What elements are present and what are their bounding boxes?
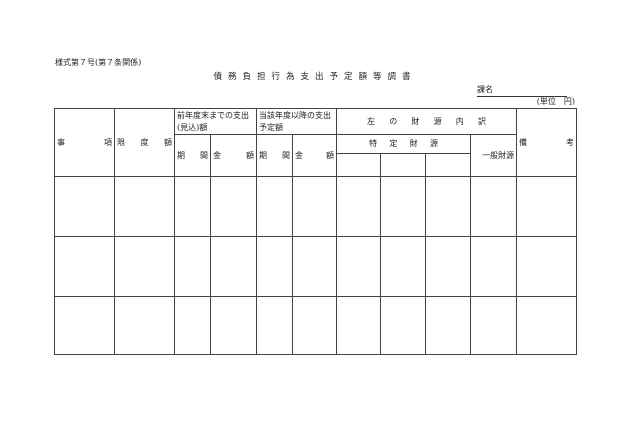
header-prior-expenditure: 前年度末までの支出(見込)額 xyxy=(174,108,257,135)
table-row xyxy=(54,176,577,237)
section-name-field[interactable]: 課名 xyxy=(477,84,567,97)
header-funding-breakdown: 左の財源内訳 xyxy=(336,108,517,135)
expenditure-table: 事項 限度額 前年度末までの支出(見込)額 当該年度以降の支出予定額 左の財源内… xyxy=(54,108,577,355)
section-label: 課名 xyxy=(477,85,493,94)
header-remarks: 備考 xyxy=(516,108,577,177)
header-general-funding: 一般財源 xyxy=(470,134,517,177)
specific-funding-sub-1 xyxy=(336,153,381,177)
table-row xyxy=(54,296,577,355)
specific-funding-sub-2 xyxy=(380,153,426,177)
header-future-expenditure: 当該年度以降の支出予定額 xyxy=(256,108,337,135)
header-prior-period: 期間 xyxy=(174,134,211,177)
document-title: 債務負担行為支出予定額等調書 xyxy=(213,72,417,82)
header-future-period: 期間 xyxy=(256,134,293,177)
header-item: 事項 xyxy=(54,108,115,177)
header-future-amount: 金額 xyxy=(292,134,337,177)
table-row xyxy=(54,236,577,297)
header-limit: 限度額 xyxy=(114,108,175,177)
unit-label: (単位 円) xyxy=(536,97,575,106)
header-prior-amount: 金額 xyxy=(210,134,257,177)
form-number: 様式第７号(第７条関係) xyxy=(55,58,142,67)
specific-funding-sub-3 xyxy=(425,153,471,177)
header-specific-funding: 特定財源 xyxy=(336,134,471,154)
